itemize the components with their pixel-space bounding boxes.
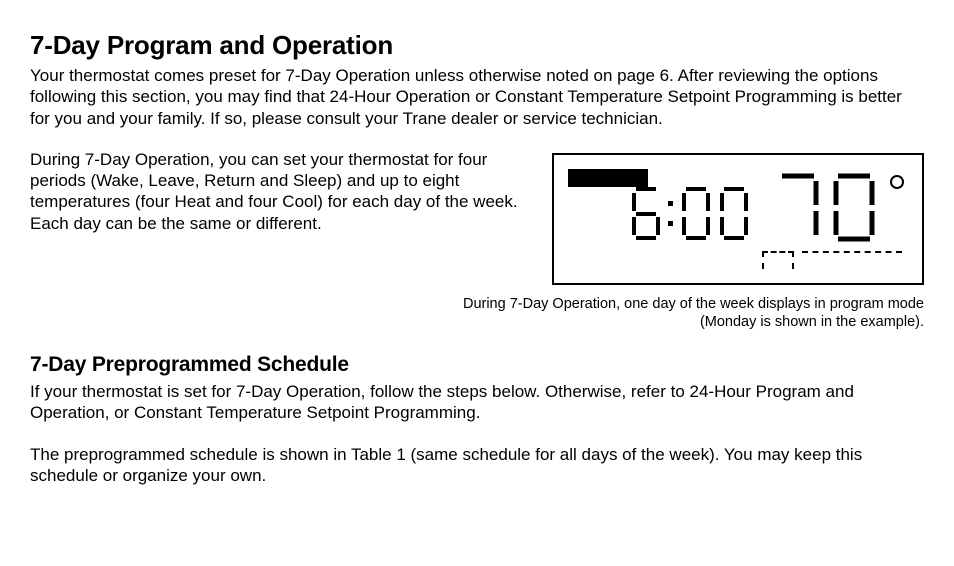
degree-icon [890,175,904,189]
thermostat-display-wrapper [552,149,924,285]
page-title: 7-Day Program and Operation [30,30,924,61]
schedule-paragraph-1: If your thermostat is set for 7-Day Oper… [30,381,924,424]
manual-page: 7-Day Program and Operation Your thermos… [0,0,954,516]
day-selector-tab [762,251,794,269]
thermostat-display [552,153,924,285]
caption-line-1: During 7-Day Operation, one day of the w… [463,296,924,312]
periods-paragraph: During 7-Day Operation, you can set your… [30,149,528,234]
schedule-paragraph-2: The preprogrammed schedule is shown in T… [30,444,924,487]
mode-indicator-bar [568,169,648,187]
periods-text-block: During 7-Day Operation, you can set your… [30,149,528,234]
display-caption: During 7-Day Operation, one day of the w… [30,295,924,331]
caption-line-2: (Monday is shown in the example). [700,314,924,330]
section-heading-schedule: 7-Day Preprogrammed Schedule [30,353,924,377]
display-time [630,187,780,241]
periods-row: During 7-Day Operation, you can set your… [30,149,924,285]
display-temperature [776,173,886,243]
intro-paragraph: Your thermostat comes preset for 7-Day O… [30,65,924,129]
day-selector-track [802,251,902,269]
